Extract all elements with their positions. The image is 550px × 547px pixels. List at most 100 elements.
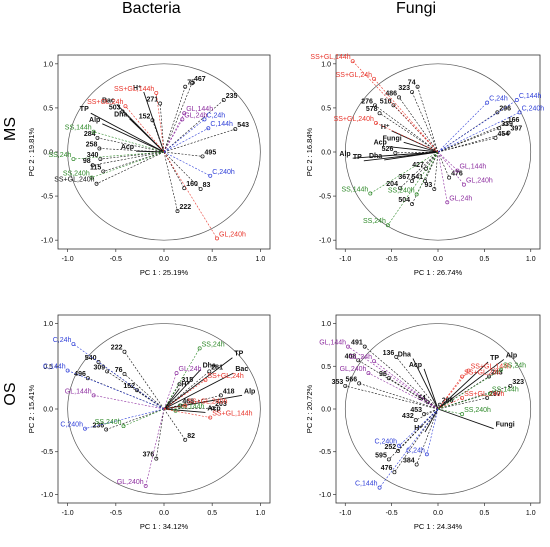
point-label-115: 115: [90, 164, 101, 171]
ray-454: [437, 137, 496, 153]
point-235: [221, 98, 226, 102]
point-339: [497, 126, 502, 131]
y-tick-label: 1.0: [321, 61, 331, 68]
point-284: [95, 135, 100, 140]
column-header-fungi: Fungi: [396, 0, 437, 17]
point-ss-gl-24h: [203, 377, 208, 382]
point-label-ss-24h: SS,24h: [363, 218, 386, 225]
point-label-339: 339: [501, 121, 513, 128]
point-83: [198, 187, 203, 191]
point-label-gl-24h: GL,24h: [184, 112, 207, 119]
vector-label-alp: Alp: [506, 352, 517, 359]
x-tick-label: 0.0: [433, 256, 443, 263]
point-384: [414, 462, 419, 467]
x-tick-label: -1.0: [62, 510, 74, 517]
point-label-c-240h: C,240h: [60, 422, 83, 429]
ray-222: [163, 151, 178, 212]
vector-label-acp: Acp: [409, 362, 422, 369]
ray-526: [395, 151, 439, 154]
point-gl-144h: [346, 344, 351, 349]
point-label-376: 376: [143, 452, 155, 459]
ray-376: [155, 408, 165, 459]
ray-ss-24h: [387, 151, 439, 226]
point-label-284: 284: [84, 131, 96, 138]
vector-tp: [163, 357, 233, 410]
vector-label-acp: Acp: [121, 144, 134, 151]
ray-340: [100, 151, 165, 160]
ray-271: [159, 103, 165, 153]
point-label-ss-gl-240h: SS+GL,240h: [187, 399, 227, 406]
point-label-ss-gl-24h: SS+GL,24h: [336, 72, 372, 79]
point-label-ss-240h: SS,240h: [464, 407, 491, 414]
point-label-468: 468: [182, 399, 194, 406]
point-label-453: 453: [410, 407, 422, 414]
point-c-240h: [83, 426, 87, 431]
x-tick-label: -0.5: [110, 256, 122, 263]
point-label-c-144h: C,144h: [43, 364, 66, 371]
ray-82: [163, 408, 186, 440]
ray-323: [411, 91, 439, 153]
ray-ss-240h: [123, 408, 165, 427]
ray-503: [122, 111, 165, 153]
point-281: [207, 369, 212, 374]
point-gl-24h: [174, 371, 179, 376]
point-label-ss-gl-24h: SS+GL,24h: [87, 99, 123, 106]
ray-ss-240h: [416, 151, 439, 195]
point-c-24h: [202, 117, 207, 122]
point-76: [122, 372, 127, 376]
y-tick-label: -1.0: [41, 238, 53, 245]
x-tick-label: -0.5: [110, 510, 122, 517]
point-ss-gl-144h: [154, 90, 159, 95]
ray-c-240h: [84, 408, 165, 429]
point-label-gl-240h: GL,240h: [340, 366, 367, 373]
point-label-ss-gl-240h: SS+GL,240h: [334, 116, 374, 123]
point-label-54: 54: [418, 395, 426, 402]
point-label-152: 152: [139, 113, 151, 120]
point-label-503: 503: [109, 104, 121, 111]
point-496: [85, 376, 90, 381]
point-label-266: 266: [442, 398, 454, 405]
y-axis-label: PC 2 : 20.72%: [305, 384, 314, 433]
ray-75: [163, 86, 186, 153]
ray-gl-144h: [437, 151, 458, 171]
point-label-74: 74: [408, 80, 416, 87]
x-axis-label: PC 1 : 24.34%: [414, 522, 463, 531]
ray-486: [398, 97, 439, 153]
point-495: [200, 154, 205, 159]
point-label-c-240h: C,240h: [522, 105, 545, 112]
pca-panel-os-bacteria: -1.0 1.0 -0.5 0.5 0.0 0.0 0.5 -0.5 1.0 -1.0 PC 1 :…: [27, 314, 271, 531]
point-136: [394, 354, 399, 359]
ray-gl-240h: [368, 372, 439, 410]
point-label-418: 418: [223, 388, 235, 395]
point-96: [386, 376, 391, 381]
point-label-203: 203: [215, 401, 227, 408]
point-309: [105, 369, 110, 374]
point-label-491: 491: [351, 340, 363, 347]
vector-alp: [102, 123, 165, 153]
vector-h: [424, 408, 439, 433]
point-label-c-240h: C,240h: [212, 169, 235, 176]
x-tick-label: 1.0: [526, 256, 536, 263]
ray-276: [374, 105, 439, 153]
point-label-252: 252: [384, 444, 396, 451]
point-label-495: 495: [205, 149, 217, 156]
ray-83: [163, 151, 201, 190]
point-ss-24h: [385, 223, 390, 228]
point-label-ss-gl-24h: SS+GL,24h: [207, 373, 243, 380]
point-label-353: 353: [332, 379, 344, 386]
point-label-315: 315: [181, 377, 193, 384]
point-label-367: 367: [398, 174, 410, 181]
ray-476: [437, 151, 450, 178]
y-axis-label: PC 2 : 15.41%: [27, 384, 36, 433]
ray-ss-gl-240h: [437, 397, 463, 410]
x-tick-label: 0.5: [479, 510, 489, 517]
point-label-566: 566: [345, 376, 357, 383]
ray-353: [345, 385, 439, 410]
x-tick-label: -0.5: [386, 510, 398, 517]
ray-93: [433, 151, 439, 190]
point-115: [101, 169, 106, 174]
ray-243: [437, 376, 490, 410]
ray-495: [163, 151, 203, 157]
ray-c-240h: [398, 408, 439, 446]
